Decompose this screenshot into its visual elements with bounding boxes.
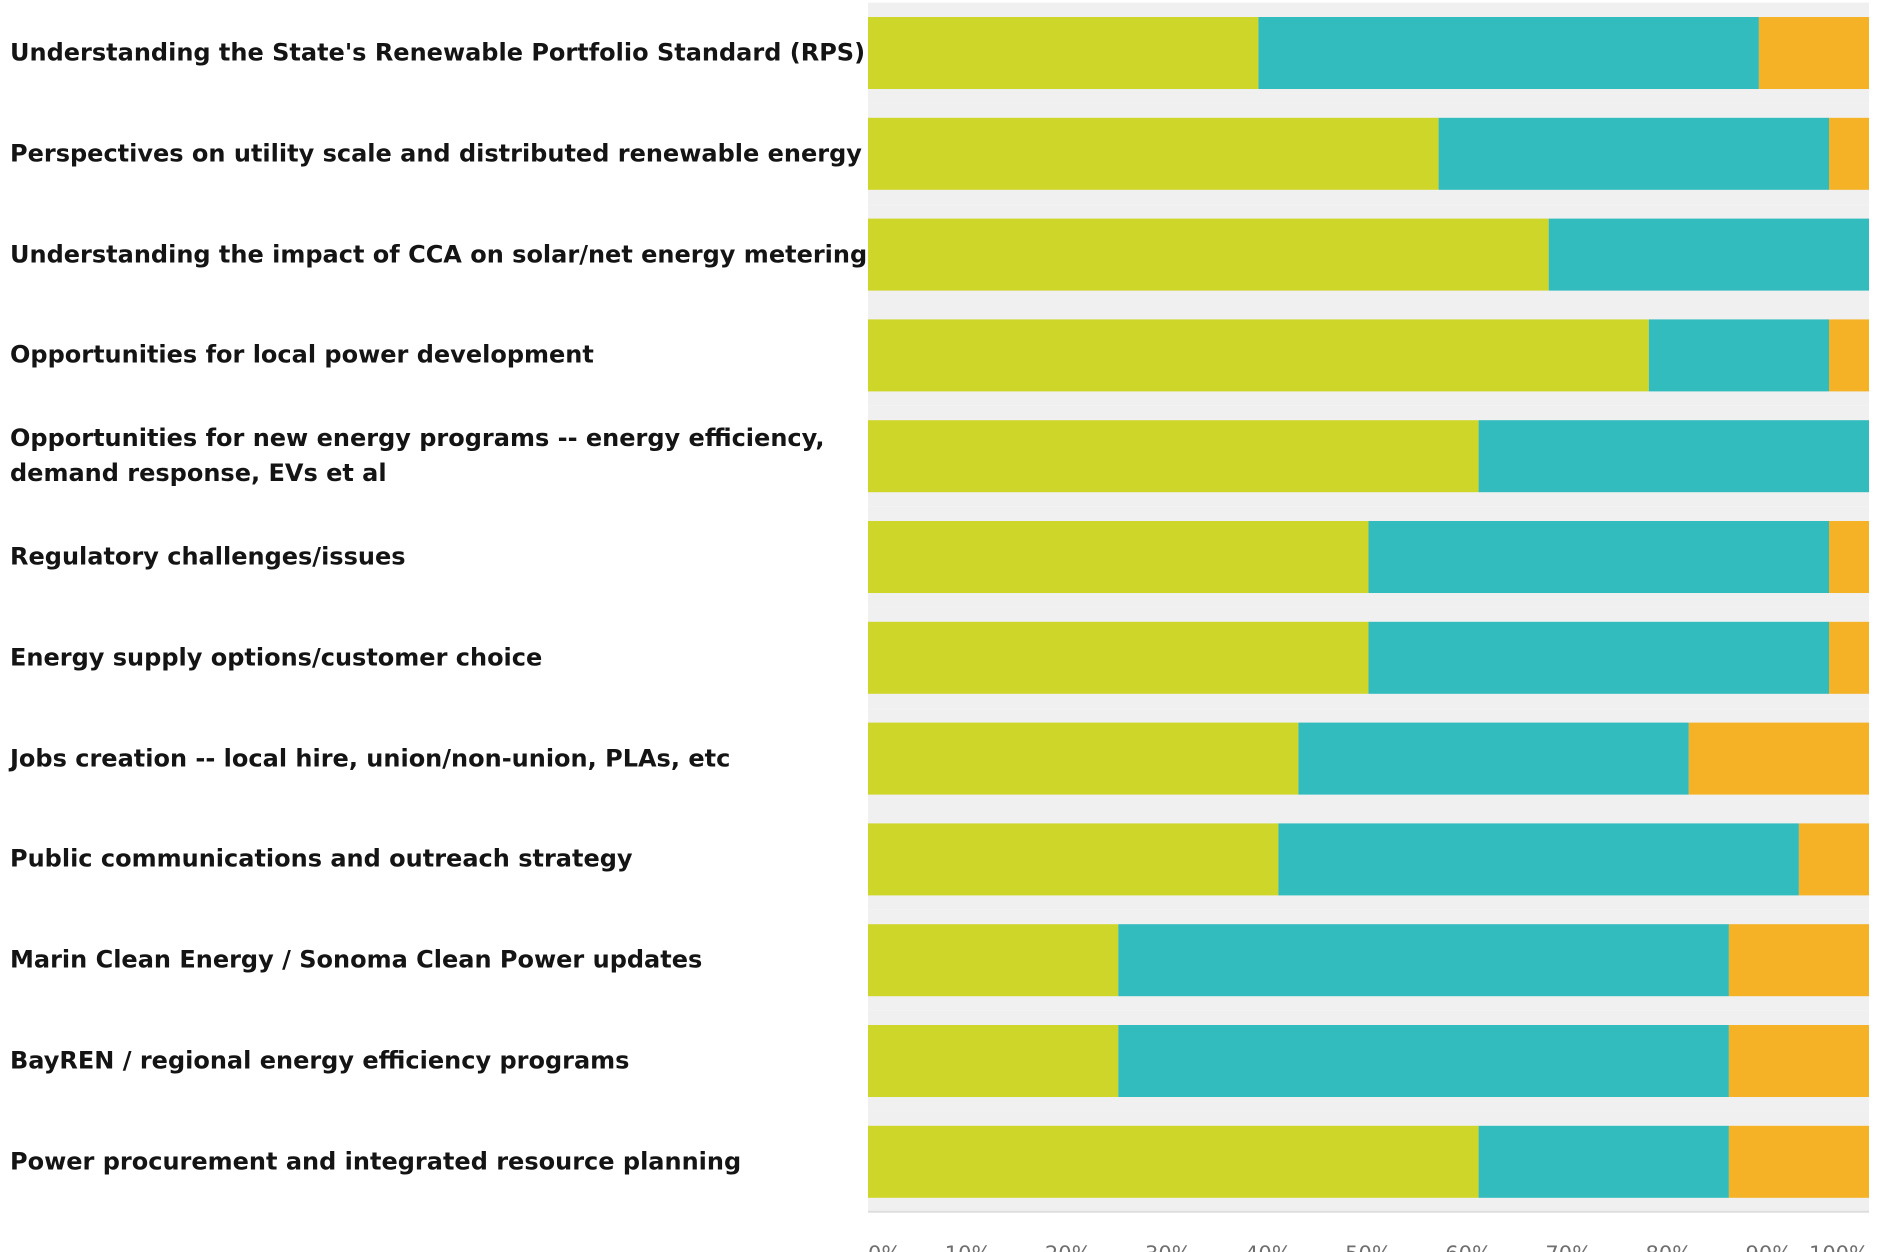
bar-segment-series-2 [1118, 1025, 1729, 1097]
x-tick-label: 70% [1545, 1242, 1592, 1252]
bar-segment-series-3 [1829, 118, 1869, 190]
x-tick-label: 40% [1245, 1242, 1292, 1252]
bar-segment-series-1 [868, 823, 1278, 895]
x-tick-label: 0% [868, 1242, 901, 1252]
bar-segment-series-1 [868, 420, 1479, 492]
bar-segment-series-3 [1729, 1126, 1869, 1198]
x-tick-label: 100% [1809, 1242, 1869, 1252]
x-tick-label: 20% [1045, 1242, 1092, 1252]
bar-segment-series-2 [1439, 118, 1829, 190]
bar-segment-series-3 [1759, 17, 1869, 89]
bar-segment-series-3 [1799, 823, 1869, 895]
bar-segment-series-1 [868, 622, 1369, 694]
bar-segment-series-3 [1729, 1025, 1869, 1097]
x-tick-label: 30% [1145, 1242, 1192, 1252]
bar-segment-series-1 [868, 319, 1649, 391]
bar-segment-series-1 [868, 219, 1549, 291]
bar-segment-series-2 [1258, 17, 1759, 89]
bar-segment-series-1 [868, 924, 1118, 996]
bar-segment-series-2 [1118, 924, 1729, 996]
x-tick-labels: 0% 10% 20% 30% 40% 50% 60% 70% 80% 90% 100% [868, 1242, 1869, 1252]
bar-segment-series-1 [868, 1025, 1118, 1097]
bar-segment-series-1 [868, 118, 1439, 190]
bar-segment-series-2 [1298, 723, 1688, 795]
bar-segment-series-2 [1278, 823, 1799, 895]
x-tick-label: 90% [1746, 1242, 1793, 1252]
bar-segment-series-3 [1689, 723, 1869, 795]
x-tick-label: 10% [945, 1242, 992, 1252]
bar-segment-series-2 [1549, 219, 1869, 291]
x-tick-label: 60% [1445, 1242, 1492, 1252]
bar-segment-series-3 [1829, 622, 1869, 694]
bar-segment-series-3 [1829, 319, 1869, 391]
bar-segment-series-2 [1369, 521, 1830, 593]
bar-segment-series-2 [1479, 1126, 1729, 1198]
bar-segment-series-2 [1369, 622, 1830, 694]
x-tick-label: 80% [1645, 1242, 1692, 1252]
bar-segment-series-1 [868, 17, 1258, 89]
bar-segment-series-1 [868, 723, 1298, 795]
bar-segment-series-1 [868, 521, 1369, 593]
x-tick-label: 50% [1345, 1242, 1392, 1252]
bar-segment-series-3 [1829, 521, 1869, 593]
bar-segment-series-3 [1729, 924, 1869, 996]
bar-segment-series-1 [868, 1126, 1479, 1198]
bar-segment-series-2 [1649, 319, 1829, 391]
bar-segment-series-2 [1479, 420, 1869, 492]
